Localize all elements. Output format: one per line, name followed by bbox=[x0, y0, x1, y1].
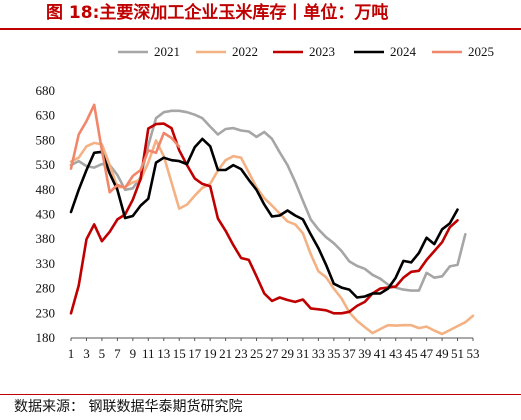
x-tick-label: 25 bbox=[250, 346, 263, 361]
x-tick-label: 35 bbox=[327, 346, 340, 361]
y-tick-label: 330 bbox=[36, 256, 56, 271]
x-tick-label: 15 bbox=[173, 346, 186, 361]
x-tick-label: 31 bbox=[296, 346, 309, 361]
line-chart: 2021 2022 2023 2024 2025 180 230 280 330 380 430 4… bbox=[36, 44, 495, 361]
legend: 2021 2022 2023 2024 2025 bbox=[118, 44, 494, 59]
x-tick-label: 5 bbox=[99, 346, 106, 361]
x-tick-label: 19 bbox=[204, 346, 217, 361]
y-tick-label: 380 bbox=[36, 231, 56, 246]
y-axis: 180 230 280 330 380 430 480 530 580 630 680 bbox=[36, 83, 56, 345]
legend-label-2023: 2023 bbox=[309, 44, 335, 59]
x-tick-label: 7 bbox=[114, 346, 121, 361]
series-lines bbox=[69, 103, 475, 336]
x-tick-label: 11 bbox=[142, 346, 155, 361]
x-tick-label: 43 bbox=[389, 346, 402, 361]
x-tick-label: 53 bbox=[467, 346, 480, 361]
x-tick-label: 41 bbox=[374, 346, 387, 361]
x-tick-label: 3 bbox=[83, 346, 90, 361]
y-tick-label: 230 bbox=[36, 305, 56, 320]
y-tick-label: 280 bbox=[36, 281, 56, 296]
series-line-2022 bbox=[69, 139, 475, 336]
x-tick-label: 9 bbox=[130, 346, 137, 361]
x-tick-label: 47 bbox=[420, 346, 434, 361]
y-tick-label: 480 bbox=[36, 182, 56, 197]
legend-label-2021: 2021 bbox=[154, 44, 180, 59]
x-tick-label: 45 bbox=[405, 346, 418, 361]
x-tick-label: 33 bbox=[312, 346, 325, 361]
x-tick-label: 21 bbox=[219, 346, 232, 361]
y-tick-label: 530 bbox=[36, 157, 56, 172]
legend-label-2022: 2022 bbox=[232, 44, 258, 59]
series-line-2023 bbox=[69, 122, 459, 315]
x-tick-label: 37 bbox=[343, 346, 357, 361]
x-tick-label: 27 bbox=[266, 346, 280, 361]
x-tick-label: 23 bbox=[235, 346, 248, 361]
y-tick-label: 430 bbox=[36, 207, 56, 222]
x-tick-label: 51 bbox=[451, 346, 464, 361]
x-tick-label: 13 bbox=[157, 346, 170, 361]
x-tick-label: 39 bbox=[358, 346, 371, 361]
x-tick-label: 17 bbox=[188, 346, 202, 361]
y-tick-label: 180 bbox=[36, 330, 56, 345]
y-tick-label: 580 bbox=[36, 132, 56, 147]
source-note: 数据来源： 钢联数据华泰期货研究院 bbox=[0, 394, 521, 420]
y-tick-label: 680 bbox=[36, 83, 56, 98]
x-tick-label: 49 bbox=[436, 346, 449, 361]
series-line-2024 bbox=[69, 137, 459, 299]
legend-label-2025: 2025 bbox=[468, 44, 494, 59]
x-tick-label: 1 bbox=[68, 346, 75, 361]
x-tick-label: 29 bbox=[281, 346, 294, 361]
x-axis: 1 3 5 7 9 11 13 15 17 19 21 23 25 27 29 31 33 35 37 39 41 43 4… bbox=[68, 337, 480, 361]
series-line-2021 bbox=[69, 109, 467, 292]
y-tick-label: 630 bbox=[36, 108, 56, 123]
legend-label-2024: 2024 bbox=[390, 44, 417, 59]
chart-title: 图 18:主要深加工企业玉米库存丨单位：万吨 bbox=[0, 0, 521, 30]
series-line-2025 bbox=[69, 103, 181, 194]
